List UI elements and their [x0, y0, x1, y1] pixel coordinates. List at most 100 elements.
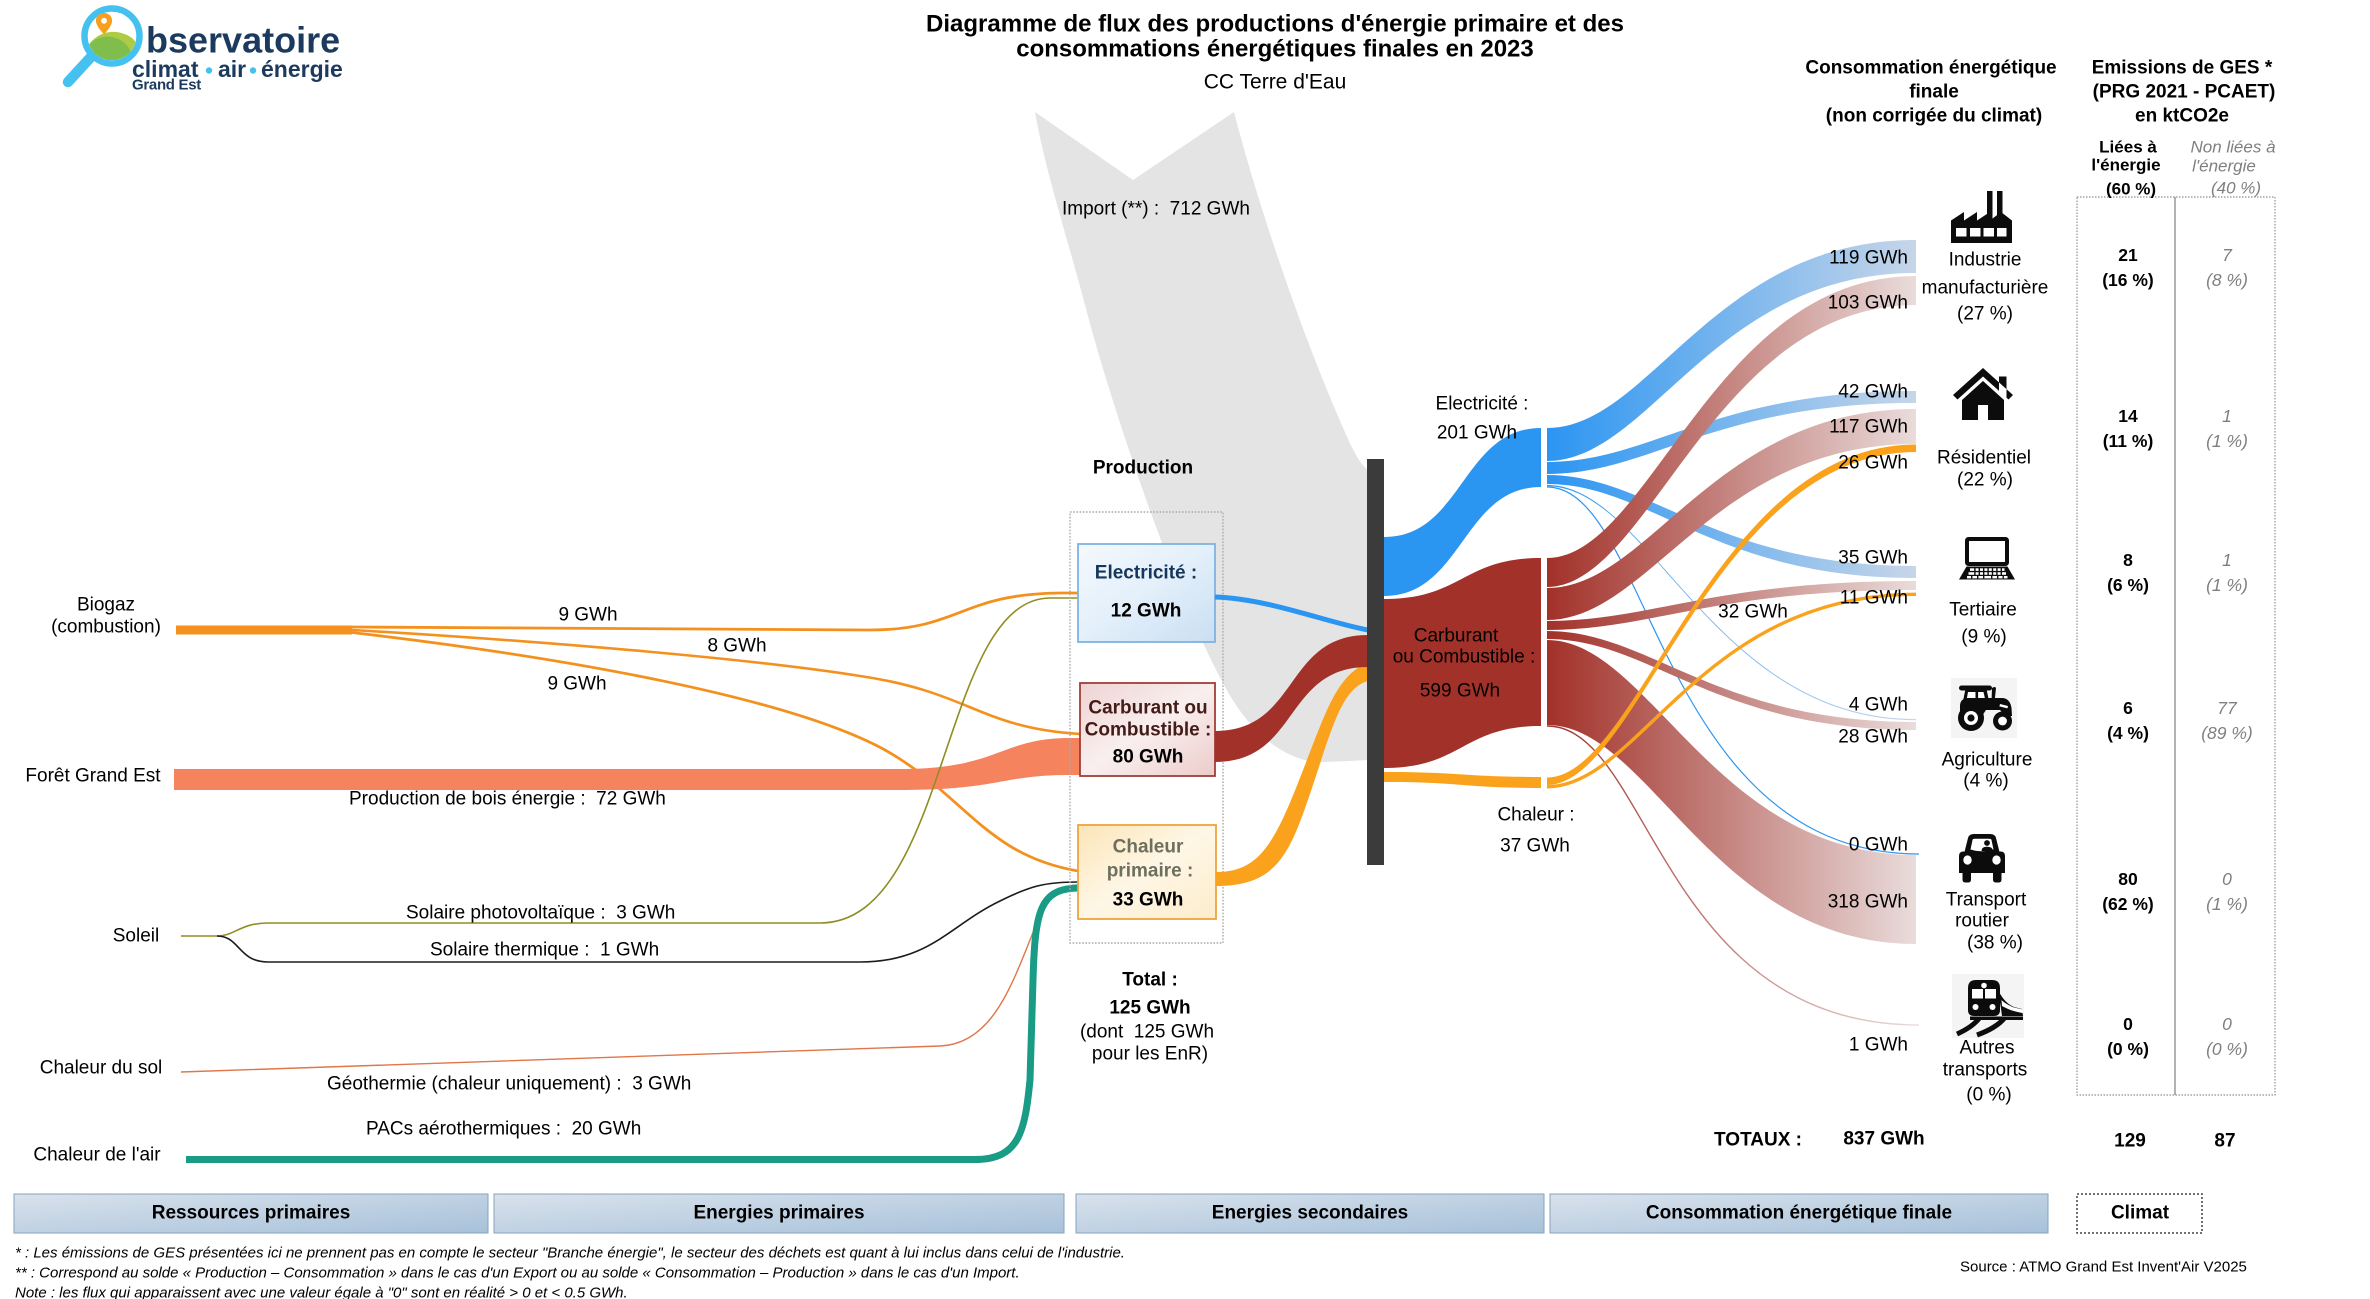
svg-text:9 GWh: 9 GWh — [547, 674, 606, 695]
svg-text:6: 6 — [2123, 698, 2133, 718]
svg-text:(11 %): (11 %) — [2103, 431, 2154, 451]
svg-text:103 GWh: 103 GWh — [1828, 293, 1908, 314]
svg-text:117 GWh: 117 GWh — [1829, 417, 1908, 438]
svg-text:0: 0 — [2222, 1014, 2232, 1034]
svg-text:1: 1 — [2222, 550, 2232, 570]
svg-text:Production: Production — [1093, 458, 1193, 479]
svg-text:(89 %): (89 %) — [2201, 723, 2253, 743]
svg-text:318 GWh: 318 GWh — [1828, 892, 1908, 913]
svg-text:Solaire photovoltaïque : 3 GW: Solaire photovoltaïque : 3 GWh — [406, 903, 675, 924]
svg-text:(1 %): (1 %) — [2206, 431, 2248, 451]
svg-text:Emissions de GES *: Emissions de GES * — [2092, 58, 2273, 79]
svg-text:1: 1 — [2222, 406, 2232, 426]
svg-text:Non liées à: Non liées à — [2190, 138, 2275, 157]
svg-text:Electricité :: Electricité : — [1436, 394, 1529, 415]
svg-text:Production de bois énergie :: Production de bois énergie : 72 GWh — [349, 789, 666, 810]
svg-text:119 GWh: 119 GWh — [1829, 248, 1908, 269]
svg-text:Climat: Climat — [2111, 1203, 2170, 1224]
svg-text:Total :: Total : — [1122, 970, 1178, 991]
svg-text:4 GWh: 4 GWh — [1849, 695, 1908, 716]
svg-text:(combustion): (combustion) — [51, 617, 161, 638]
svg-text:33 GWh: 33 GWh — [1113, 890, 1184, 911]
svg-text:11 GWh: 11 GWh — [1840, 588, 1908, 609]
svg-text:Liées à: Liées à — [2099, 138, 2157, 157]
svg-text:(0 %): (0 %) — [2107, 1039, 2149, 1059]
svg-text:PACs aérothermiques : 20 GWh: PACs aérothermiques : 20 GWh — [366, 1119, 641, 1140]
svg-text:Import (**) : 712 GWh: Import (**) : 712 GWh — [1062, 199, 1250, 220]
svg-text:(38 %): (38 %) — [1967, 933, 2023, 954]
svg-text:** : Correspond au solde « Pro: ** : Correspond au solde « Production – … — [15, 1265, 1020, 1282]
svg-text:Energies secondaires: Energies secondaires — [1212, 1203, 1408, 1224]
svg-text:37 GWh: 37 GWh — [1500, 836, 1570, 857]
svg-text:8: 8 — [2123, 550, 2133, 570]
svg-text:0 GWh: 0 GWh — [1849, 835, 1908, 856]
svg-text:Energies primaires: Energies primaires — [693, 1203, 864, 1224]
svg-text:Forêt Grand Est: Forêt Grand Est — [25, 766, 161, 787]
svg-text:Chaleur: Chaleur — [1113, 837, 1184, 858]
svg-text:* : Les émissions de GES prése: * : Les émissions de GES présentées ici … — [15, 1245, 1125, 1262]
svg-text:80: 80 — [2118, 869, 2138, 889]
svg-text:l'énergie: l'énergie — [2192, 157, 2256, 176]
svg-text:Carburant: Carburant — [1414, 626, 1499, 647]
svg-text:599 GWh: 599 GWh — [1420, 681, 1500, 702]
svg-text:transports: transports — [1943, 1060, 2027, 1081]
svg-text:énergie: énergie — [261, 56, 343, 82]
svg-text:climat: climat — [132, 56, 199, 82]
svg-text:bservatoire: bservatoire — [146, 20, 340, 61]
svg-text:(6 %): (6 %) — [2107, 575, 2149, 595]
svg-text:manufacturière: manufacturière — [1922, 278, 2049, 299]
svg-text:7: 7 — [2222, 245, 2233, 265]
svg-text:Chaleur de l'air: Chaleur de l'air — [33, 1145, 161, 1166]
svg-text:(1 %): (1 %) — [2206, 894, 2248, 914]
svg-text:Industrie: Industrie — [1949, 250, 2022, 271]
svg-text:(PRG 2021 - PCAET): (PRG 2021 - PCAET) — [2093, 82, 2276, 103]
svg-text:Géothermie (chaleur uniquement: Géothermie (chaleur uniquement) : 3 GWh — [327, 1074, 691, 1095]
svg-text:Chaleur :: Chaleur : — [1497, 805, 1574, 826]
svg-text:Source : ATMO Grand Est Invent: Source : ATMO Grand Est Invent'Air V2025 — [1960, 1259, 2247, 1276]
svg-text:(22 %): (22 %) — [1957, 470, 2013, 491]
svg-text:Autres: Autres — [1960, 1038, 2015, 1059]
svg-text:201 GWh: 201 GWh — [1437, 423, 1517, 444]
svg-text:air: air — [218, 56, 246, 82]
svg-text:(16 %): (16 %) — [2102, 270, 2154, 290]
svg-text:(4 %): (4 %) — [2107, 723, 2149, 743]
svg-text:(0 %): (0 %) — [2206, 1039, 2248, 1059]
svg-text:87: 87 — [2214, 1131, 2235, 1152]
svg-text:pour les EnR): pour les EnR) — [1092, 1044, 1208, 1065]
svg-text:Consommation énergétique: Consommation énergétique — [1805, 58, 2056, 79]
svg-text:1 GWh: 1 GWh — [1849, 1035, 1908, 1056]
svg-text:129: 129 — [2114, 1131, 2146, 1152]
svg-text:77: 77 — [2217, 698, 2238, 718]
svg-text:finale: finale — [1909, 82, 1959, 103]
svg-text:28 GWh: 28 GWh — [1838, 727, 1908, 748]
svg-text:routier: routier — [1955, 911, 2010, 932]
svg-text:12 GWh: 12 GWh — [1111, 601, 1182, 622]
svg-text:26 GWh: 26 GWh — [1838, 453, 1908, 474]
svg-text:14: 14 — [2118, 406, 2138, 426]
svg-text:CC Terre d'Eau: CC Terre d'Eau — [1204, 71, 1347, 94]
svg-text:(60 %): (60 %) — [2106, 180, 2156, 199]
svg-text:Chaleur du sol: Chaleur du sol — [40, 1058, 163, 1079]
svg-text:Tertiaire: Tertiaire — [1949, 600, 2017, 621]
svg-text:80 GWh: 80 GWh — [1113, 747, 1184, 768]
svg-text:Ressources primaires: Ressources primaires — [152, 1203, 351, 1224]
svg-text:Résidentiel: Résidentiel — [1937, 448, 2031, 469]
svg-text:(27 %): (27 %) — [1957, 304, 2013, 325]
svg-text:l'énergie: l'énergie — [2091, 156, 2160, 175]
svg-text:Soleil: Soleil — [113, 926, 159, 947]
svg-text:primaire :: primaire : — [1107, 861, 1194, 882]
svg-text:consommations énergétiques fin: consommations énergétiques finales en 20… — [1016, 36, 1534, 63]
svg-text:8 GWh: 8 GWh — [707, 636, 766, 657]
svg-text:Consommation énergétique final: Consommation énergétique finale — [1646, 1203, 1952, 1224]
svg-text:(9 %): (9 %) — [1961, 627, 2006, 648]
svg-text:837 GWh: 837 GWh — [1843, 1129, 1924, 1150]
svg-text:(8 %): (8 %) — [2206, 270, 2248, 290]
svg-text:(40 %): (40 %) — [2211, 179, 2261, 198]
svg-text:Note : les flux qui apparaisse: Note : les flux qui apparaissent avec un… — [15, 1285, 628, 1299]
svg-text:Diagramme de flux des producti: Diagramme de flux des productions d'éner… — [926, 11, 1624, 38]
svg-text:en ktCO2e: en ktCO2e — [2135, 106, 2229, 127]
svg-text:ou Combustible :: ou Combustible : — [1393, 647, 1536, 668]
svg-text:(62 %): (62 %) — [2102, 894, 2154, 914]
svg-text:9 GWh: 9 GWh — [558, 605, 617, 626]
svg-text:(4 %): (4 %) — [1963, 771, 2008, 792]
